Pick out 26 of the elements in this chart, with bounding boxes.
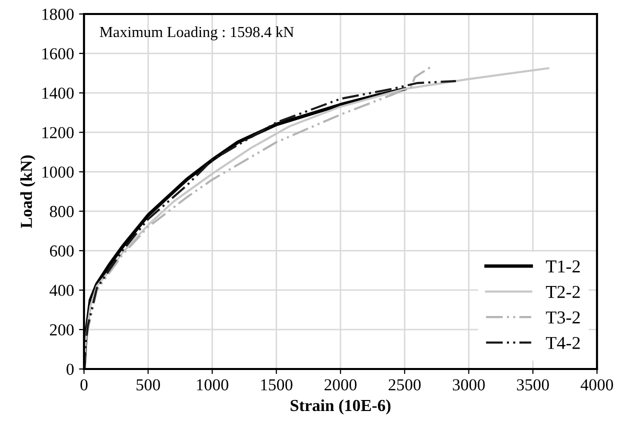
x-tick-label: 3500 [517,379,549,390]
y-tick-label: 800 [50,206,74,218]
legend-label: T1-2 [546,260,580,272]
x-tick-label: 2500 [388,379,421,390]
x-tick-label: 4000 [580,379,614,390]
x-tick-label: 1500 [261,379,292,390]
x-tick-label: 0 [80,379,88,390]
y-tick-label: 1000 [42,166,74,178]
x-axis-title: Strain (10E-6) [290,399,390,415]
x-tick-label: 2000 [324,379,357,390]
legend-label: T4-2 [546,336,580,349]
x-tick-label: 500 [136,379,160,390]
y-tick-label: 1400 [42,88,74,99]
x-tick-label: 1000 [197,379,228,390]
x-tick-label: 3000 [452,379,485,390]
y-tick-label: 1200 [42,127,74,138]
y-tick-label: 200 [50,324,74,336]
y-axis-title: Load (kN) [20,155,36,228]
legend-label: T3-2 [546,311,580,324]
y-tick-label: 1800 [42,8,74,20]
y-tick-label: 600 [50,245,74,257]
y-tick-label: 0 [66,364,74,375]
y-tick-label: 400 [50,284,74,296]
y-tick-label: 1600 [42,48,74,60]
legend-label: T2-2 [546,286,580,298]
annotation: Maximum Loading : 1598.4 kN [100,26,294,40]
